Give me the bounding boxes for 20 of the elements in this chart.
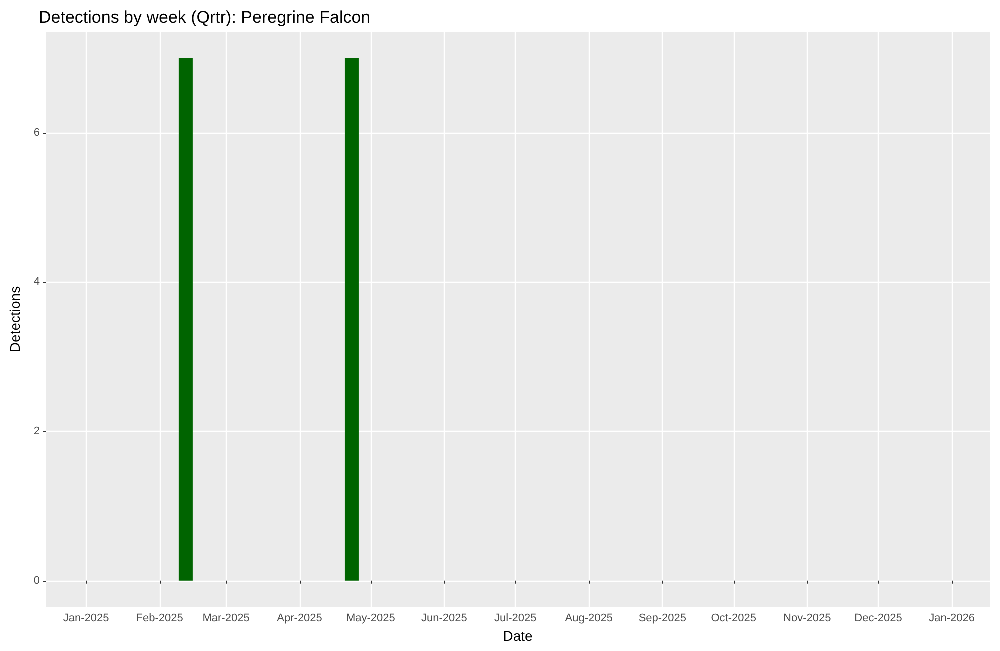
x-tick-label: Nov-2025 [784, 612, 832, 624]
x-tick-label: Aug-2025 [565, 612, 614, 624]
y-tick-label: 6 [34, 126, 40, 139]
x-tick-label: Feb-2025 [136, 612, 184, 624]
y-tick-label: 2 [34, 426, 40, 438]
x-tick-label: Mar-2025 [202, 612, 250, 624]
y-tick-label: 0 [34, 574, 40, 587]
x-tick-label: Jan-2025 [63, 612, 110, 624]
x-tick-label: Jun-2025 [422, 612, 468, 624]
x-tick-label: Dec-2025 [854, 612, 902, 624]
chart-title: Detections by week (Qrtr): Peregrine Falcon [39, 8, 371, 27]
y-axis-title: Detections [7, 286, 23, 353]
x-tick-label: Jul-2025 [494, 612, 537, 624]
x-tick-label: Jan-2026 [929, 612, 975, 624]
y-tick-label: 4 [34, 276, 40, 288]
x-axis-title: Date [503, 628, 533, 644]
x-tick-label: Apr-2025 [277, 612, 322, 624]
x-tick-label: May-2025 [346, 612, 396, 624]
x-tick-label: Oct-2025 [711, 612, 756, 624]
x-tick-label: Sep-2025 [638, 612, 687, 624]
